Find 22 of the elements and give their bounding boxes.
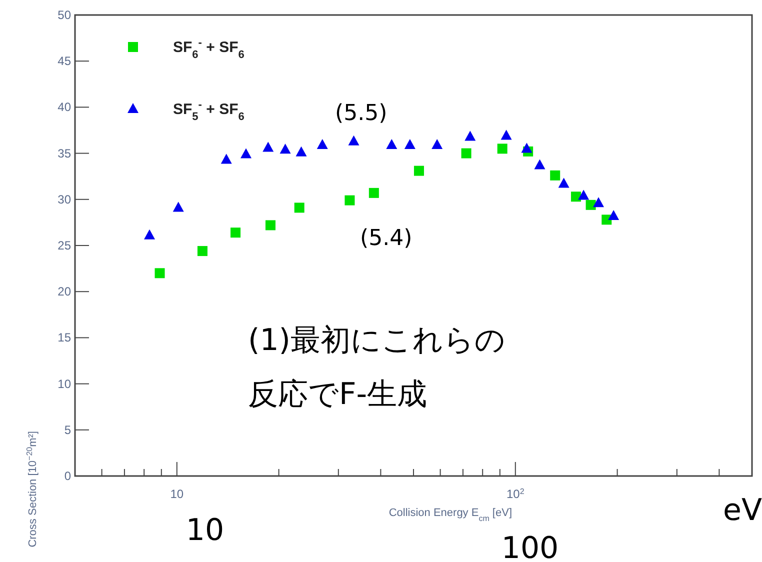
y-tick-label: 50 bbox=[58, 8, 72, 22]
y-tick-label: 35 bbox=[58, 146, 72, 160]
y-tick-label: 15 bbox=[58, 330, 72, 345]
legend-label: SF$_{6}$$^{-}$ + SF$_{6}$ bbox=[173, 37, 244, 61]
x-axis-title: Collision Energy E$_{cm}$ [eV] bbox=[388, 507, 512, 522]
y-tick-label: 10 bbox=[58, 376, 72, 391]
legend-label: SF$_{5}$$^{-}$ + SF$_{6}$ bbox=[173, 99, 244, 123]
annotation: 反応でF-生成 bbox=[248, 377, 428, 412]
y-tick-label: 25 bbox=[58, 238, 72, 252]
y-tick-label: 40 bbox=[58, 100, 72, 114]
text: eV bbox=[723, 493, 762, 528]
y-tick-label: 0 bbox=[64, 469, 72, 483]
text: 100 bbox=[501, 531, 559, 562]
y-tick-label: 5 bbox=[64, 422, 72, 437]
y-tick-label: 45 bbox=[58, 54, 72, 68]
x-tick-label: 10$^{2}$ bbox=[506, 486, 525, 501]
annotation: (5.4) bbox=[360, 226, 412, 251]
y-tick-label: 30 bbox=[58, 192, 72, 206]
text: 10 bbox=[186, 513, 224, 548]
annotation: (5.5) bbox=[335, 101, 388, 126]
y-tick-label: 20 bbox=[58, 284, 72, 299]
annotation: (1)最初にこれらの bbox=[248, 323, 506, 358]
